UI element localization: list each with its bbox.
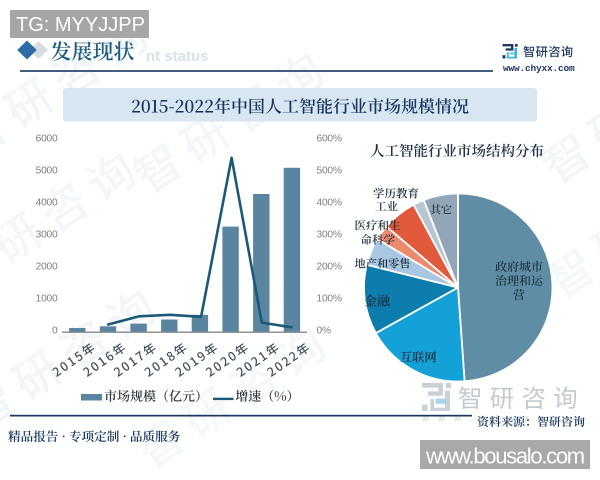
svg-text:600%: 600%: [317, 134, 342, 145]
svg-text:www.bousalo.com: www.bousalo.com: [425, 444, 584, 469]
svg-text:0%: 0%: [317, 326, 331, 337]
svg-text:0: 0: [52, 326, 58, 337]
svg-text:TG: MYYJJPP: TG: MYYJJPP: [16, 14, 145, 36]
svg-text:nt status: nt status: [146, 48, 209, 65]
svg-text:100%: 100%: [317, 294, 342, 305]
svg-text:4000: 4000: [36, 198, 58, 209]
svg-text:500%: 500%: [317, 166, 342, 177]
svg-text:300%: 300%: [317, 230, 342, 241]
svg-text:1000: 1000: [36, 294, 58, 305]
svg-text:3000: 3000: [36, 230, 58, 241]
svg-text:2000: 2000: [36, 262, 58, 273]
svg-text:www.chyxx.com: www.chyxx.com: [503, 63, 575, 74]
svg-text:5000: 5000: [36, 166, 58, 177]
svg-text:6000: 6000: [36, 134, 58, 145]
svg-text:400%: 400%: [317, 198, 342, 209]
svg-text:200%: 200%: [317, 262, 342, 273]
